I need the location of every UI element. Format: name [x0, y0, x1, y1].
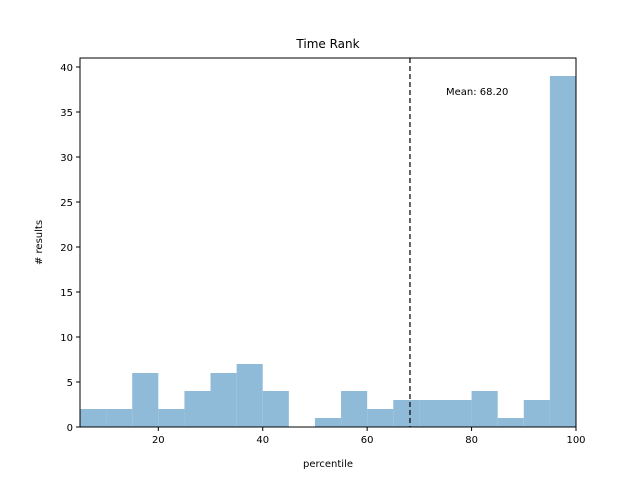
x-tick-label: 20: [152, 435, 165, 446]
y-axis-label: # results: [34, 220, 45, 265]
histogram-bar: [393, 400, 420, 427]
y-tick-label: 5: [67, 378, 73, 389]
histogram-bar: [497, 418, 524, 427]
y-tick-label: 10: [60, 333, 73, 344]
histogram-bar: [158, 409, 185, 427]
histogram-bar: [262, 391, 289, 427]
histogram-bar: [445, 400, 472, 427]
y-axis-ticks: 0 5 10 15 20 25 30 35 40: [60, 63, 80, 434]
histogram-bar: [523, 400, 550, 427]
chart-title: Time Rank: [295, 37, 359, 51]
x-tick-label: 60: [361, 435, 374, 446]
y-tick-label: 20: [60, 243, 73, 254]
histogram-bar: [184, 391, 211, 427]
histogram-bar: [367, 409, 394, 427]
y-tick-label: 40: [60, 63, 73, 74]
x-tick-label: 40: [256, 435, 269, 446]
x-axis-ticks: 20 40 60 80 100: [152, 427, 586, 446]
y-tick-label: 0: [67, 423, 73, 434]
histogram-bar: [419, 400, 446, 427]
y-tick-label: 15: [60, 288, 73, 299]
x-tick-label: 100: [566, 435, 585, 446]
x-axis-label: percentile: [303, 459, 353, 470]
histogram-bar: [106, 409, 133, 427]
y-tick-label: 25: [60, 198, 73, 209]
histogram-bars: [80, 76, 576, 427]
histogram-bar: [341, 391, 368, 427]
histogram-bar: [314, 418, 342, 427]
y-tick-label: 30: [60, 153, 73, 164]
histogram-bar: [132, 373, 159, 427]
plot-frame: [79, 57, 577, 428]
x-tick-label: 80: [465, 435, 478, 446]
histogram-bar: [236, 364, 263, 427]
y-tick-label: 35: [60, 108, 73, 119]
histogram-bar: [210, 373, 237, 427]
mean-annotation: Mean: 68.20: [446, 87, 508, 98]
histogram-bar: [80, 409, 107, 427]
histogram-bar: [471, 391, 498, 427]
histogram-bar: [549, 76, 576, 427]
